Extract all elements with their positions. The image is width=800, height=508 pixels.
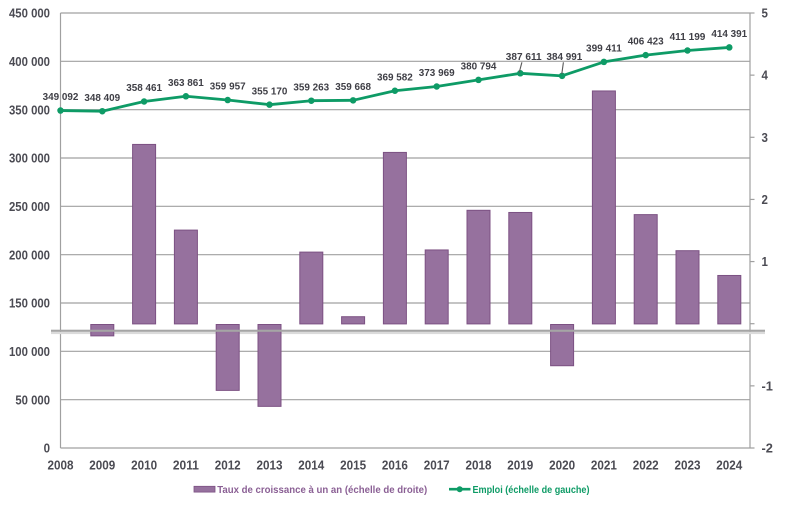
svg-text:2008: 2008 [48, 457, 74, 472]
svg-text:359 668: 359 668 [335, 81, 371, 93]
svg-text:380 794: 380 794 [461, 61, 497, 73]
svg-text:3: 3 [762, 130, 768, 145]
svg-text:369 582: 369 582 [377, 71, 413, 83]
svg-text:373 969: 373 969 [419, 67, 455, 79]
svg-text:Emploi (échelle de gauche): Emploi (échelle de gauche) [473, 484, 590, 496]
svg-text:300 000: 300 000 [9, 151, 50, 166]
svg-text:2024: 2024 [716, 457, 743, 472]
svg-text:2013: 2013 [257, 457, 283, 472]
svg-text:100 000: 100 000 [9, 344, 50, 359]
svg-text:2017: 2017 [424, 457, 450, 472]
svg-text:358 461: 358 461 [126, 82, 162, 94]
svg-text:50 000: 50 000 [15, 392, 50, 407]
svg-text:349 092: 349 092 [43, 91, 79, 103]
svg-text:200 000: 200 000 [9, 247, 50, 262]
svg-text:363 861: 363 861 [168, 77, 204, 89]
svg-text:2018: 2018 [466, 457, 492, 472]
svg-text:411 199: 411 199 [670, 31, 706, 43]
svg-text:450 000: 450 000 [9, 6, 50, 21]
svg-text:2015: 2015 [340, 457, 366, 472]
svg-text:350 000: 350 000 [9, 102, 50, 117]
svg-text:355 170: 355 170 [252, 85, 288, 97]
svg-text:359 957: 359 957 [210, 81, 246, 93]
svg-text:2022: 2022 [633, 457, 659, 472]
svg-text:2021: 2021 [591, 457, 617, 472]
svg-text:414 391: 414 391 [711, 28, 747, 40]
svg-text:5: 5 [762, 6, 768, 21]
svg-text:384 991: 384 991 [547, 51, 583, 63]
svg-text:387 611: 387 611 [506, 51, 542, 63]
svg-text:2010: 2010 [131, 457, 157, 472]
svg-text:0: 0 [44, 441, 50, 456]
svg-text:2016: 2016 [382, 457, 408, 472]
svg-text:2023: 2023 [675, 457, 701, 472]
svg-text:2012: 2012 [215, 457, 241, 472]
svg-text:-2: -2 [762, 441, 773, 456]
svg-text:400 000: 400 000 [9, 54, 50, 69]
svg-text:406 423: 406 423 [628, 36, 664, 48]
svg-text:2014: 2014 [298, 457, 325, 472]
svg-text:2020: 2020 [549, 457, 575, 472]
svg-text:250 000: 250 000 [9, 199, 50, 214]
svg-text:399 411: 399 411 [586, 43, 622, 55]
svg-text:348 409: 348 409 [84, 92, 120, 104]
svg-text:-1: -1 [762, 378, 773, 393]
svg-text:2: 2 [762, 192, 768, 207]
svg-text:359 263: 359 263 [293, 81, 329, 93]
svg-text:2019: 2019 [507, 457, 533, 472]
svg-text:Taux de croissance à un an (éc: Taux de croissance à un an (échelle de d… [217, 484, 427, 496]
svg-text:2009: 2009 [89, 457, 115, 472]
svg-text:4: 4 [762, 68, 769, 83]
svg-text:150 000: 150 000 [9, 296, 50, 311]
svg-text:2011: 2011 [173, 457, 199, 472]
svg-text:1: 1 [762, 254, 768, 269]
